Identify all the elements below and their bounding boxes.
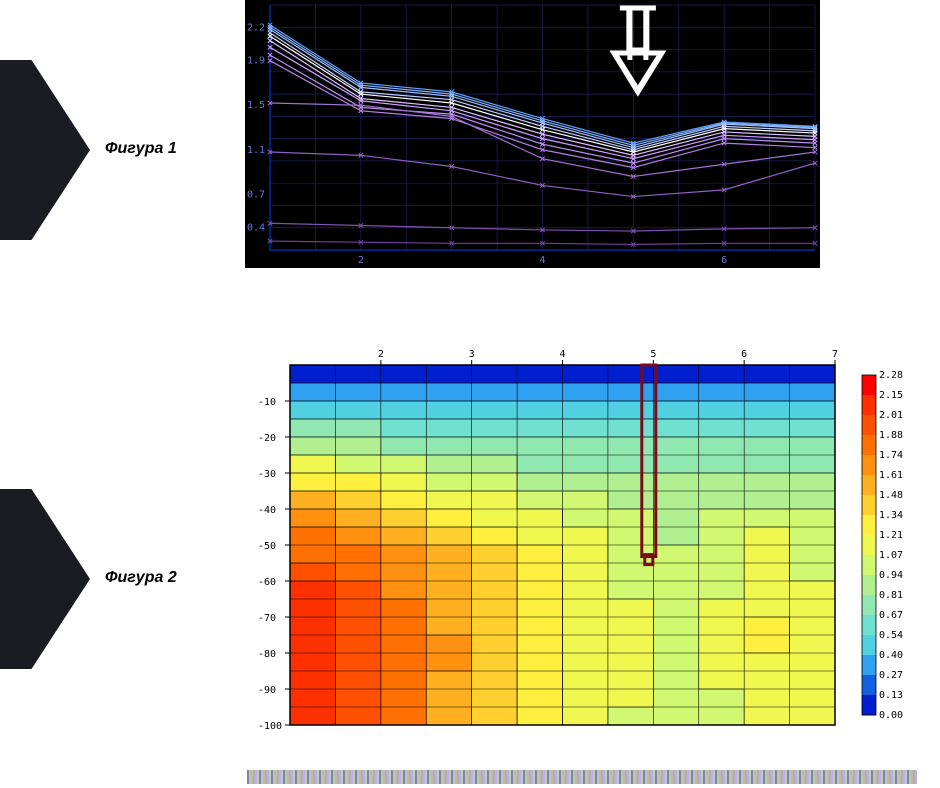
svg-text:3: 3: [469, 349, 475, 360]
svg-text:6: 6: [741, 349, 747, 360]
svg-text:1.07: 1.07: [879, 550, 903, 561]
svg-text:-90: -90: [258, 685, 276, 696]
svg-text:2: 2: [358, 255, 364, 266]
svg-text:0.94: 0.94: [879, 570, 903, 581]
svg-text:0.40: 0.40: [879, 650, 903, 661]
svg-text:-70: -70: [258, 613, 276, 624]
figure2-chart: 2 3 4 5 6 7 -10 -20 -30 -40 -50 -60 -70 -80 -90 -100 2.…: [247, 345, 917, 735]
svg-text:2.15: 2.15: [879, 390, 903, 401]
svg-text:2.2: 2.2: [247, 22, 265, 33]
svg-text:1.61: 1.61: [879, 470, 903, 481]
svg-text:4: 4: [540, 255, 546, 266]
noise-strip: [247, 770, 917, 784]
figure2-label: Фигура 2: [105, 569, 177, 587]
svg-text:0.67: 0.67: [879, 610, 903, 621]
svg-text:0.54: 0.54: [879, 630, 903, 641]
svg-text:0.7: 0.7: [247, 189, 265, 200]
svg-text:1.1: 1.1: [247, 145, 265, 156]
svg-text:-50: -50: [258, 541, 276, 552]
svg-text:1.21: 1.21: [879, 530, 903, 541]
svg-text:-40: -40: [258, 505, 276, 516]
figure1-label: Фигура 1: [105, 140, 177, 158]
svg-text:-60: -60: [258, 577, 276, 588]
svg-text:1.34: 1.34: [879, 510, 903, 521]
svg-text:1.48: 1.48: [879, 490, 903, 501]
svg-text:1.5: 1.5: [247, 100, 265, 111]
svg-text:0.81: 0.81: [879, 590, 903, 601]
svg-text:2.28: 2.28: [879, 370, 903, 381]
svg-text:-80: -80: [258, 649, 276, 660]
figure1-chart: 0.4 0.7 1.1 1.5 1.9 2.2 2 4 6: [245, 0, 820, 268]
svg-text:2: 2: [378, 349, 384, 360]
svg-text:1.88: 1.88: [879, 430, 903, 441]
svg-text:1.9: 1.9: [247, 56, 265, 67]
svg-text:0.00: 0.00: [879, 710, 903, 721]
figure2-arrow-marker: [0, 489, 90, 669]
svg-text:2.01: 2.01: [879, 410, 903, 421]
svg-text:0.27: 0.27: [879, 670, 903, 681]
svg-text:4: 4: [560, 349, 566, 360]
svg-text:-100: -100: [258, 721, 282, 732]
svg-text:0.4: 0.4: [247, 223, 265, 234]
svg-text:5: 5: [650, 349, 656, 360]
figure1-arrow-marker: [0, 60, 90, 240]
svg-text:-10: -10: [258, 397, 276, 408]
svg-text:-20: -20: [258, 433, 276, 444]
svg-text:-30: -30: [258, 469, 276, 480]
svg-text:0.13: 0.13: [879, 690, 903, 701]
svg-text:7: 7: [832, 349, 838, 360]
svg-text:6: 6: [721, 255, 727, 266]
svg-text:1.74: 1.74: [879, 450, 903, 461]
